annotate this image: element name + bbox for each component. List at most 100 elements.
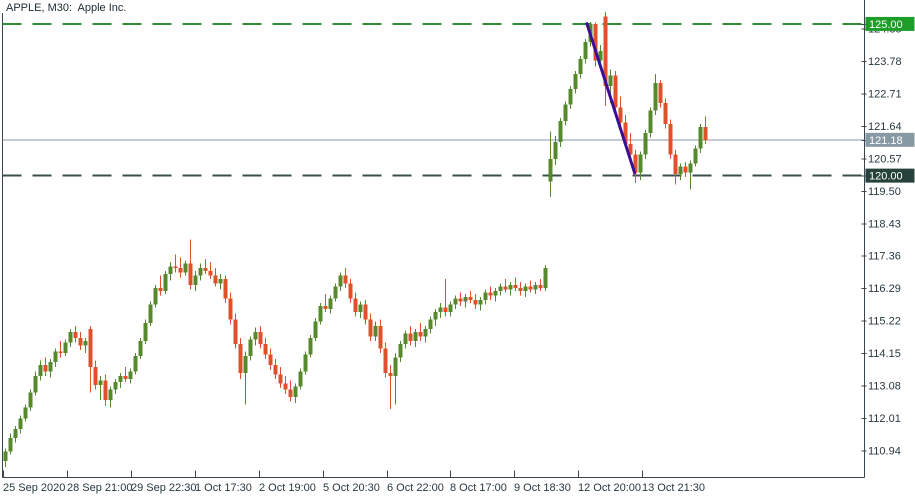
time-tick-label: 29 Sep 22:30 <box>131 482 196 494</box>
candle <box>223 275 228 304</box>
time-tick-label: 2 Oct 19:00 <box>259 482 316 494</box>
candle <box>698 124 703 153</box>
candle <box>323 293 328 313</box>
candle <box>238 337 243 379</box>
candle-body <box>198 268 203 276</box>
candle-body <box>403 333 408 345</box>
candle <box>573 70 578 94</box>
candle-body <box>148 304 153 323</box>
candle-body <box>73 331 78 338</box>
price-tick-label: 123.78 <box>868 56 902 68</box>
candle-body <box>388 372 393 376</box>
candle-body <box>243 356 248 373</box>
price-tick-label: 114.15 <box>868 348 901 360</box>
candle-body <box>83 340 88 346</box>
candle-body <box>703 127 708 140</box>
candle-body <box>128 371 133 379</box>
candle-body <box>513 284 518 288</box>
candle <box>693 145 698 167</box>
candle <box>73 325 78 343</box>
candle <box>178 257 183 278</box>
candle-body <box>658 83 663 103</box>
candle-body <box>183 263 188 273</box>
candle <box>443 278 448 317</box>
price-tick-label: 119.50 <box>868 186 901 198</box>
candle-body <box>98 380 103 385</box>
candle <box>113 378 118 395</box>
candle-body <box>623 122 628 144</box>
chart-title: APPLE, M30: Apple Inc. <box>6 2 127 14</box>
candle <box>353 292 358 317</box>
price-tick-label: 116.29 <box>868 283 901 295</box>
candle-body <box>223 278 228 299</box>
candle-body <box>583 42 588 59</box>
candle <box>703 116 708 144</box>
candle-body <box>608 75 613 87</box>
candle-body <box>538 284 543 288</box>
candle <box>528 280 533 293</box>
candle <box>38 360 43 381</box>
time-tick-label: 5 Oct 20:30 <box>323 482 380 494</box>
candle-body <box>673 154 678 175</box>
candle-body <box>433 312 438 320</box>
candle <box>448 301 453 317</box>
candle-body <box>328 298 333 310</box>
candle-body <box>133 356 138 372</box>
candle <box>508 281 513 296</box>
candle <box>298 368 303 390</box>
candle <box>278 366 283 388</box>
candle-body <box>238 344 243 373</box>
candle <box>553 136 558 166</box>
candle <box>258 325 263 349</box>
candle-body <box>363 304 368 320</box>
candle <box>423 325 428 343</box>
candle-body <box>368 319 373 337</box>
candle-body <box>28 392 33 408</box>
candle-body <box>78 337 83 346</box>
candle-body <box>618 107 623 123</box>
candle <box>453 295 458 310</box>
candle-body <box>483 292 488 301</box>
candle <box>363 300 368 325</box>
candle-body <box>568 89 573 105</box>
candle <box>243 351 248 405</box>
candle <box>563 101 568 126</box>
candle <box>283 375 288 395</box>
candle-body <box>248 339 253 357</box>
candle-body <box>293 386 298 398</box>
candle-body <box>338 275 343 287</box>
candle <box>228 292 233 325</box>
candle-body <box>453 298 458 305</box>
candle-body <box>103 380 108 401</box>
candle-body <box>498 286 503 291</box>
candle <box>348 278 353 304</box>
candle-body <box>283 383 288 390</box>
candle <box>313 318 318 341</box>
candle <box>98 375 103 401</box>
trendline[interactable] <box>585 21 637 175</box>
candle <box>58 340 63 358</box>
time-tick-label: 9 Oct 18:30 <box>514 482 571 494</box>
candle-body <box>563 104 568 122</box>
price-tick-label: 117.36 <box>868 251 901 263</box>
candle <box>548 131 553 197</box>
candle-body <box>663 102 668 125</box>
candle-body <box>593 23 598 61</box>
price-axis[interactable]: 124.85123.78122.71121.64120.57119.50118.… <box>861 16 915 458</box>
candle <box>198 263 203 281</box>
candle <box>68 328 73 348</box>
candle-body <box>478 300 483 305</box>
candle <box>383 342 388 378</box>
candle-body <box>53 351 58 363</box>
candle <box>23 404 28 422</box>
candle <box>408 325 413 346</box>
price-badge-120.00 <box>865 168 915 183</box>
candle <box>148 301 153 326</box>
candle <box>478 296 483 311</box>
candle <box>633 149 638 184</box>
candle <box>173 254 178 273</box>
candle <box>493 287 498 302</box>
